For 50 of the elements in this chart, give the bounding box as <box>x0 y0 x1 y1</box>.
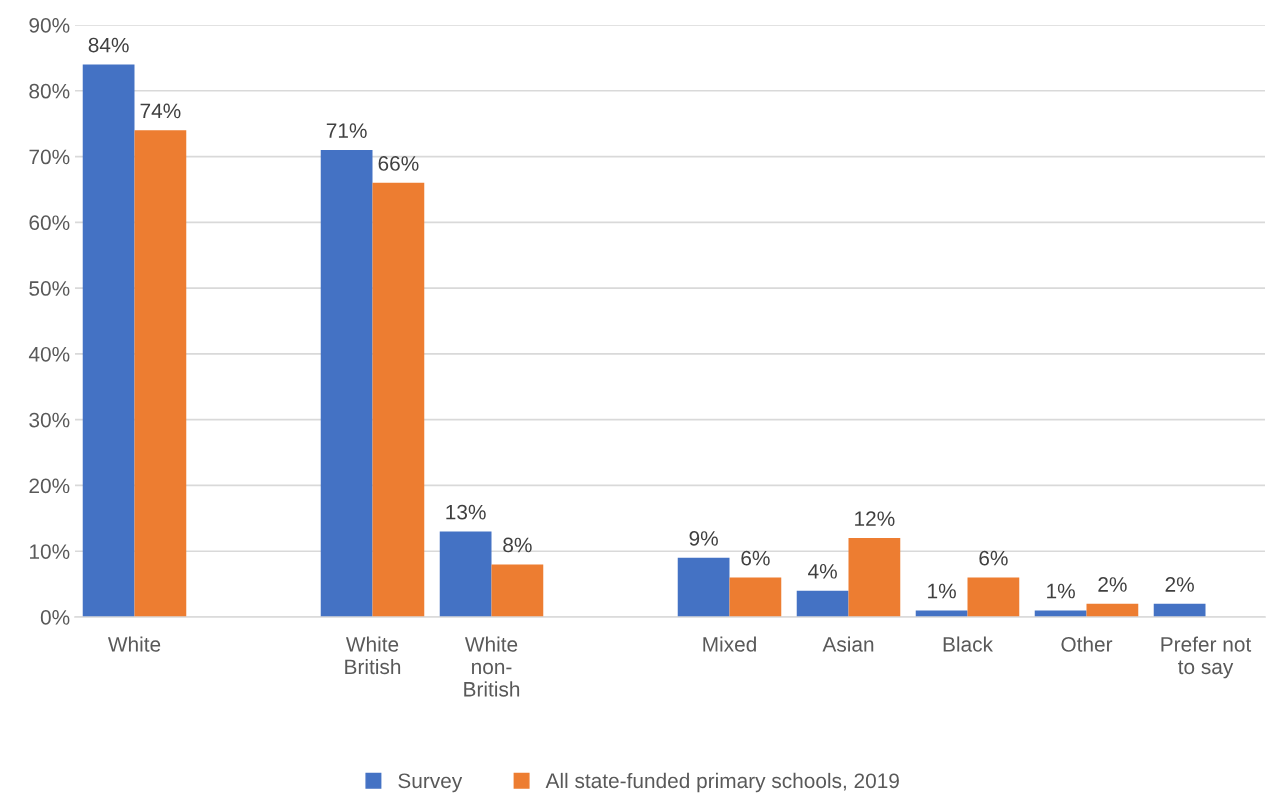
y-tick-label: 30% <box>29 412 70 428</box>
bar <box>677 557 730 617</box>
y-tick-label: 0% <box>40 610 70 625</box>
y-tick-label: 10% <box>30 544 70 559</box>
bar <box>796 590 849 617</box>
bar <box>439 531 492 617</box>
y-tick-label: 50% <box>29 281 70 296</box>
data-label: 8% <box>503 537 532 553</box>
data-label: 1% <box>1047 583 1075 599</box>
bar <box>729 577 782 617</box>
y-tick-label: 40% <box>28 346 70 362</box>
y-tick-label: 20% <box>29 478 70 494</box>
bar <box>1153 603 1206 617</box>
x-tick-label: Prefer not to say <box>1161 636 1252 679</box>
x-tick-label: Black <box>943 636 993 652</box>
y-tick-label: 70% <box>29 149 70 165</box>
bar <box>372 182 425 617</box>
data-label: 12% <box>855 511 895 526</box>
bar <box>1086 603 1139 617</box>
data-label: 6% <box>979 550 1008 566</box>
bar <box>320 149 373 617</box>
data-label: 6% <box>741 550 770 566</box>
data-label: 71% <box>326 123 367 138</box>
data-label: 2% <box>1098 577 1127 592</box>
legend-label: Survey <box>398 773 463 793</box>
data-label: 1% <box>928 583 956 599</box>
data-label: 66% <box>378 156 419 171</box>
data-label: 84% <box>88 37 129 53</box>
y-tick-label: 60% <box>29 215 70 231</box>
bar <box>1034 610 1087 617</box>
data-label: 74% <box>140 103 181 119</box>
x-tick-label: Other <box>1061 636 1113 652</box>
y-tick-label: 90% <box>29 18 70 33</box>
bar <box>915 610 968 617</box>
data-label: 4% <box>808 564 837 579</box>
bar <box>134 130 187 617</box>
x-tick-label: White non- British <box>464 636 520 697</box>
bar <box>82 64 135 617</box>
bar <box>491 564 544 617</box>
bar <box>848 538 901 617</box>
x-tick-label: White British <box>345 636 401 675</box>
x-tick-label: Asian <box>822 636 874 652</box>
data-label: 9% <box>689 531 718 546</box>
legend-label: All state-funded primary schools, 2019 <box>545 772 899 793</box>
x-tick-label: Mixed <box>703 636 756 652</box>
data-label: 2% <box>1165 577 1194 592</box>
bar <box>967 577 1020 617</box>
x-tick-label: White <box>107 636 161 652</box>
y-tick-label: 80% <box>29 83 70 99</box>
data-label: 13% <box>446 504 486 520</box>
